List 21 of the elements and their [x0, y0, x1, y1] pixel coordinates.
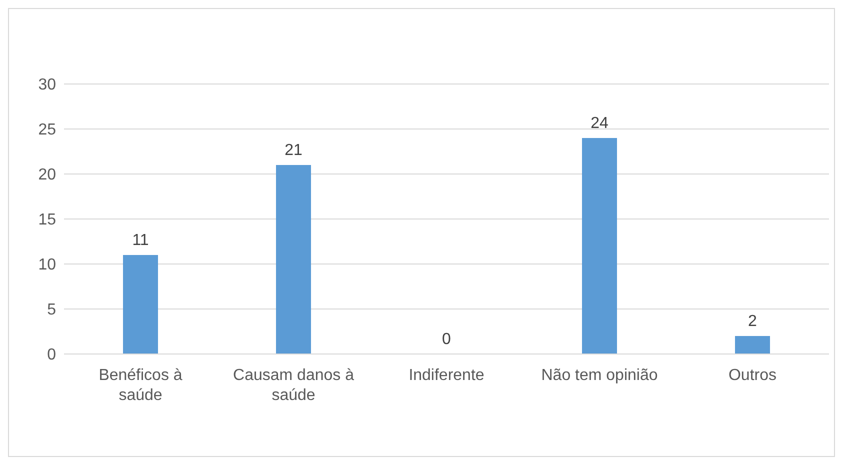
y-tick-label: 20: [38, 166, 56, 184]
bar: [123, 255, 158, 354]
data-label: 21: [284, 142, 302, 159]
y-tick-label: 0: [47, 346, 56, 364]
data-label: 0: [442, 331, 452, 348]
x-tick-label: Outros: [728, 367, 777, 384]
x-tick-label: Indiferente: [408, 367, 484, 384]
y-tick-label: 5: [47, 302, 56, 319]
x-tick-label: Benéficos à saúde: [98, 367, 182, 404]
y-tick-label: 25: [38, 122, 56, 139]
x-tick-label: Não tem opinião: [541, 367, 658, 384]
y-tick-label: 30: [38, 76, 56, 94]
data-label: 24: [590, 115, 608, 132]
data-label: 2: [748, 313, 758, 330]
y-tick-label: 10: [38, 256, 56, 274]
bar: [582, 138, 617, 354]
y-tick-label: 15: [38, 212, 56, 229]
bar: [276, 165, 311, 354]
x-tick-label: Causam danos à saúde: [233, 367, 354, 404]
bar: [735, 336, 770, 354]
data-label: 11: [132, 232, 149, 249]
